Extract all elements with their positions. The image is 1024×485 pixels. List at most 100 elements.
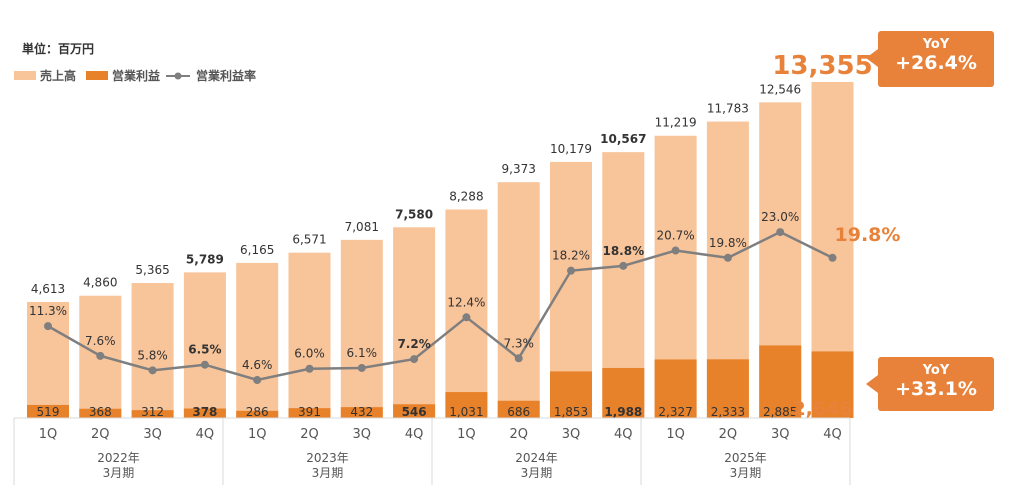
sales-label: 7,580 [395,207,433,221]
profit-label: 368 [89,405,112,419]
margin-label: 4.6% [242,358,273,372]
quarter-tick: 2Q [509,427,528,442]
legend-swatch-profit [86,71,109,80]
sales-label: 13,355 [772,51,872,81]
sales-label: 4,613 [31,282,65,296]
legend-swatch-sales [14,71,36,80]
margin-label: 19.8% [835,224,901,246]
margin-point [462,313,471,322]
sales-label: 5,789 [186,252,224,266]
year-tick-sub: 3月期 [730,466,762,480]
margin-label: 23.0% [761,210,799,224]
profit-label: 286 [246,405,269,419]
margin-point [200,360,209,369]
profit-label: 546 [402,405,427,419]
profit-bar [759,345,802,418]
profit-bar [602,367,645,418]
profit-label: 432 [350,405,373,419]
sales-label: 11,219 [655,116,697,130]
profit-bar [654,359,697,418]
profit-bar [27,404,69,418]
profit-label: 2,333 [711,405,745,419]
quarter-tick: 2Q [300,427,319,442]
sales-label: 8,288 [449,189,483,203]
profit-label: 1,853 [554,405,588,419]
year-tick-sub: 3月期 [312,466,344,480]
margin-label: 6.5% [188,343,221,357]
sales-bar [27,301,69,418]
margin-label: 5.8% [137,348,168,362]
sales-bar [288,252,331,418]
profit-label: 2,646 [792,398,852,420]
quarter-tick: 3Q [771,427,790,442]
margin-label: 12.4% [447,295,485,309]
year-tick: 2025年 [724,451,767,465]
margin-point [44,322,52,331]
profit-bar [79,408,122,418]
profit-bar [236,410,279,418]
quarter-tick: 1Q [457,427,476,442]
margin-label: 7.2% [397,337,430,351]
sales-bar [340,239,383,418]
margin-point [567,266,575,275]
sales-bar [236,262,279,418]
profit-yoy-callout: YoY +33.1% [866,357,994,411]
legend-margin: 営業利益率 [196,69,257,83]
year-tick: 2024年 [515,451,558,465]
margin-point [619,261,628,270]
sales-label: 4,860 [83,276,117,290]
quarter-tick: 1Q [248,427,267,442]
legend-profit: 営業利益 [112,69,161,83]
profit-bar [445,392,488,418]
quarter-tick: 4Q [823,427,842,442]
margin-label: 6.0% [294,347,325,361]
profit-yoy-title: YoY [922,363,950,378]
margin-label: 6.1% [347,346,378,360]
sales-label: 6,571 [292,233,326,247]
margin-point [96,351,105,360]
sales-yoy-value: +26.4% [895,52,977,74]
margin-label: 7.6% [85,334,116,348]
quarter-tick: 2Q [719,427,738,442]
margin-point [148,366,157,375]
profit-yoy-value: +33.1% [895,378,977,400]
margin-label: 18.8% [602,244,644,258]
year-tick-sub: 3月期 [103,466,135,480]
year-tick: 2022年 [97,451,140,465]
legend-sales: 売上高 [40,69,77,83]
sales-label: 11,783 [707,102,749,116]
sales-bar [393,227,436,418]
legend-line-marker [166,72,191,79]
quarter-tick: 4Q [196,427,215,442]
sales-label: 12,546 [759,82,801,96]
margin-point [410,355,419,364]
year-tick-sub: 3月期 [521,466,553,480]
legend: 売上高 営業利益 営業利益率 [14,67,256,84]
margin-label: 11.3% [29,304,67,318]
sales-label: 10,567 [600,132,646,146]
sales-yoy-title: YoY [922,37,950,52]
profit-label: 1,031 [449,405,483,419]
profit-bar [706,359,749,418]
sales-label: 10,179 [550,142,592,156]
profit-bar [340,407,383,418]
quarter-tick: 2Q [91,427,110,442]
margin-point [253,376,262,384]
margin-point [357,363,366,372]
margin-point [723,253,732,262]
margin-label: 19.8% [709,236,747,250]
sales-label: 9,373 [502,162,536,176]
profit-label: 519 [37,405,60,419]
profit-bar [183,408,226,418]
quarter-tick: 3Q [353,427,372,442]
quarter-tick: 3Q [562,427,581,442]
quarter-tick: 4Q [614,427,633,442]
profit-bar [393,404,436,418]
quarter-tick: 1Q [39,427,58,442]
sales-label: 5,365 [135,263,169,277]
profit-bar [811,351,854,418]
profit-label: 312 [141,405,164,419]
profit-label: 391 [298,405,321,419]
